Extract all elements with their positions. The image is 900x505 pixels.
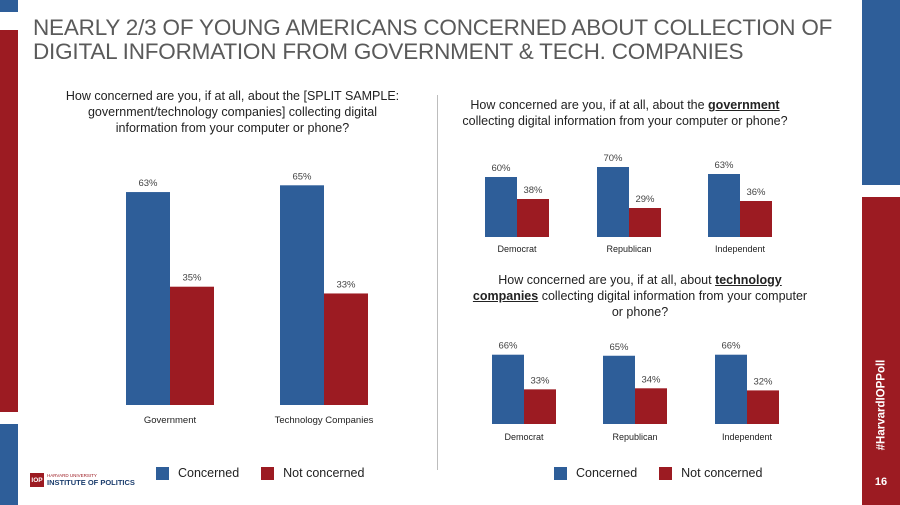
bar-concerned bbox=[126, 192, 170, 405]
bar-not-concerned bbox=[635, 388, 667, 424]
legend-right: Concerned Not concerned bbox=[554, 466, 762, 480]
legend-swatch-concerned bbox=[554, 466, 567, 480]
category-label: Republican bbox=[612, 432, 657, 442]
chart-0-group: 63% 35% Government 65% 33% Technology Compani… bbox=[126, 171, 374, 426]
data-label: 34% bbox=[641, 374, 661, 385]
chart-1-group: 60% 38% Democrat 70% 29% Republican 63% 36% Inde… bbox=[485, 153, 772, 254]
data-label: 66% bbox=[498, 341, 518, 352]
hashtag-text: #HarvardIOPPoll bbox=[875, 359, 888, 451]
vertical-divider bbox=[437, 95, 438, 470]
question-prefix: How concerned are you, if at all, about bbox=[498, 273, 716, 287]
data-label: 32% bbox=[753, 376, 773, 387]
question-emphasis: government bbox=[708, 98, 780, 112]
logo-mark: IOP bbox=[30, 473, 44, 487]
bar-not-concerned bbox=[170, 286, 214, 405]
bar-not-concerned bbox=[517, 199, 549, 237]
data-label: 33% bbox=[336, 279, 356, 290]
right-edge-red-band bbox=[862, 197, 900, 505]
legend-label-not-concerned: Not concerned bbox=[681, 466, 763, 480]
legend-label-concerned: Concerned bbox=[576, 466, 638, 480]
right-top-chart-question: How concerned are you, if at all, about … bbox=[455, 97, 795, 129]
left-edge-blue-bottom bbox=[0, 424, 18, 505]
bar-concerned bbox=[280, 185, 324, 405]
legend-swatch-not-concerned bbox=[261, 466, 275, 480]
category-label: Government bbox=[144, 415, 197, 426]
legend-label-not-concerned: Not concerned bbox=[283, 466, 365, 480]
bar-concerned bbox=[708, 174, 740, 237]
page-number: 16 bbox=[874, 476, 888, 488]
bar-concerned bbox=[603, 355, 635, 424]
category-label: Technology Companies bbox=[275, 415, 374, 426]
bar-concerned bbox=[597, 167, 629, 237]
question-suffix: collecting digital information from your… bbox=[462, 114, 788, 128]
question-emphasis: technology companies bbox=[472, 273, 782, 303]
data-label: 33% bbox=[530, 375, 550, 386]
left-chart-question: How concerned are you, if at all, about … bbox=[65, 89, 400, 135]
data-label: 60% bbox=[491, 163, 511, 174]
left-edge-blue-top bbox=[0, 0, 18, 12]
slide-title: NEARLY 2/3 OF YOUNG AMERICANS CONCERNED … bbox=[33, 15, 833, 64]
category-label: Democrat bbox=[504, 432, 544, 442]
logo-university: HARVARD UNIVERSITY bbox=[47, 473, 97, 478]
bar-concerned bbox=[485, 177, 517, 237]
logo-institute-name: INSTITUTE OF POLITICS bbox=[47, 478, 135, 487]
bar-not-concerned bbox=[740, 201, 772, 237]
data-label: 38% bbox=[523, 185, 543, 196]
category-label: Democrat bbox=[497, 244, 537, 254]
data-label: 65% bbox=[609, 342, 629, 353]
data-label: 65% bbox=[292, 171, 312, 182]
bar-not-concerned bbox=[324, 293, 368, 405]
data-label: 36% bbox=[746, 187, 766, 198]
right-edge-blue-band bbox=[862, 0, 900, 185]
bar-concerned bbox=[492, 354, 524, 424]
data-label: 63% bbox=[714, 160, 734, 171]
bar-not-concerned bbox=[629, 208, 661, 237]
legend-swatch-not-concerned bbox=[659, 466, 673, 480]
data-label: 66% bbox=[721, 341, 741, 352]
bar-not-concerned bbox=[524, 389, 556, 424]
legend-label-concerned: Concerned bbox=[178, 466, 240, 480]
question-suffix: collecting digital information from your… bbox=[538, 289, 808, 319]
left-edge-red-band bbox=[0, 30, 18, 412]
category-label: Independent bbox=[715, 244, 766, 254]
data-label: 70% bbox=[603, 153, 623, 164]
data-label: 35% bbox=[182, 273, 202, 284]
question-prefix: How concerned are you, if at all, about … bbox=[470, 98, 709, 112]
category-label: Independent bbox=[722, 432, 773, 442]
data-label: 63% bbox=[138, 178, 158, 189]
bar-not-concerned bbox=[747, 390, 779, 424]
legend-swatch-concerned bbox=[156, 466, 169, 480]
hashtag-vertical: #HarvardIOPPoll bbox=[860, 330, 900, 480]
bar-concerned bbox=[715, 354, 747, 424]
chart-2-group: 66% 33% Democrat 65% 34% Republican 66% 32% Inde… bbox=[492, 341, 779, 442]
iop-logo: IOP HARVARD UNIVERSITY INSTITUTE OF POLI… bbox=[30, 473, 135, 487]
data-label: 29% bbox=[635, 194, 655, 205]
right-bottom-chart-question: How concerned are you, if at all, about … bbox=[470, 272, 810, 320]
legend-left: Concerned Not concerned bbox=[156, 466, 364, 480]
category-label: Republican bbox=[606, 244, 651, 254]
